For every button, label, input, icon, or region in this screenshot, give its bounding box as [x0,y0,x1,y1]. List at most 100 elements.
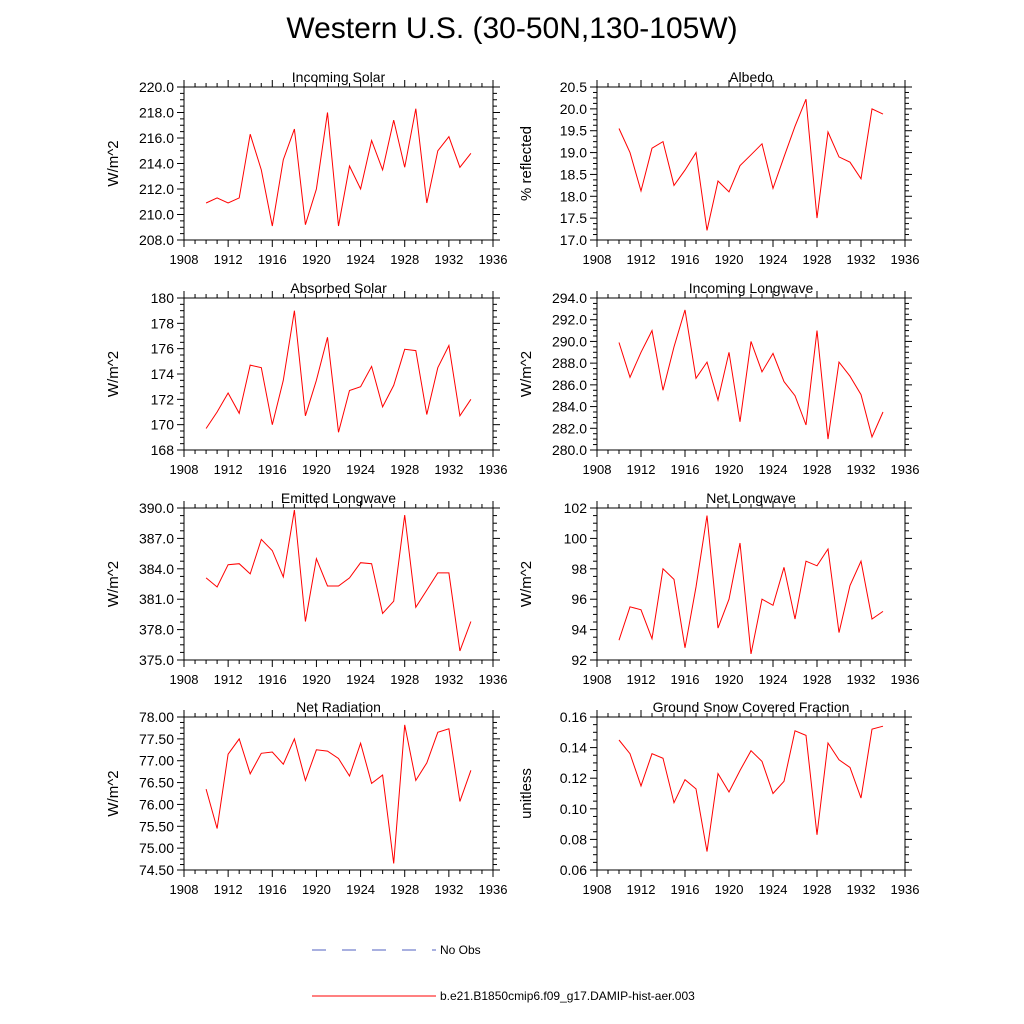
y-tick-label: 18.0 [560,188,587,204]
y-tick-label: 74.50 [139,862,174,878]
y-tick-label: 102 [564,500,588,516]
x-tick-label: 1916 [258,462,287,477]
panel-6: Net Longwave W/m^2 1908 1912 1916 1920 1924 192… [518,490,919,687]
y-tick-label: 178 [151,315,175,331]
y-axis-label: W/m^2 [105,561,122,607]
x-tick-label: 1920 [302,462,331,477]
panel-title: Emitted Longwave [281,490,396,506]
x-tick-label: 1928 [803,252,832,267]
plot-frame [596,86,906,241]
x-tick-label: 1924 [346,252,375,267]
x-tick-label: 1912 [627,462,656,477]
panel-title: Albedo [729,69,773,85]
y-tick-label: 216.0 [139,130,174,146]
plot-frame [183,716,494,871]
y-tick-label: 378.0 [139,622,174,638]
y-tick-label: 19.0 [560,145,587,161]
x-tick-label: 1908 [170,882,199,897]
series-line [205,724,472,864]
y-tick-label: 290.0 [552,333,587,349]
x-tick-label: 1912 [214,462,243,477]
x-tick-label: 1908 [583,252,612,267]
panel-title: Incoming Longwave [689,280,814,296]
y-tick-label: 76.00 [139,796,174,812]
y-tick-label: 284.0 [552,399,587,415]
x-tick-label: 1908 [170,252,199,267]
y-tick-label: 78.00 [139,709,174,725]
x-tick-label: 1932 [847,672,876,687]
x-tick-label: 1908 [583,462,612,477]
y-tick-label: 94 [571,622,587,638]
y-tick-label: 0.16 [560,709,587,725]
x-tick-label: 1908 [170,462,199,477]
panel-3: Absorbed Solar W/m^2 1908 1912 1916 1920 1924 1… [105,280,507,477]
x-tick-label: 1928 [390,672,419,687]
x-tick-label: 1916 [671,252,700,267]
x-tick-label: 1920 [715,462,744,477]
x-tick-label: 1936 [479,462,508,477]
x-tick-label: 1924 [759,672,788,687]
y-tick-label: 77.00 [139,753,174,769]
y-tick-label: 210.0 [139,207,174,223]
x-tick-label: 1916 [671,882,700,897]
y-axis-label: W/m^2 [105,770,122,816]
plot-frame [596,716,906,871]
x-tick-label: 1924 [346,672,375,687]
x-tick-label: 1912 [627,882,656,897]
y-axis-label: W/m^2 [105,351,122,397]
y-tick-label: 292.0 [552,312,587,328]
y-tick-label: 390.0 [139,500,174,516]
x-tick-label: 1928 [390,882,419,897]
y-tick-label: 381.0 [139,591,174,607]
x-tick-label: 1920 [715,882,744,897]
y-tick-label: 0.08 [560,831,587,847]
y-axis-label: W/m^2 [518,351,535,397]
y-axis-label: unitless [518,768,535,819]
y-tick-label: 98 [571,561,587,577]
y-tick-label: 218.0 [139,105,174,121]
y-tick-label: 20.0 [560,101,587,117]
series-line [618,515,884,654]
legend-obs-label: No Obs [440,943,481,957]
y-tick-label: 76.50 [139,775,174,791]
y-tick-label: 0.12 [560,770,587,786]
x-tick-label: 1908 [583,672,612,687]
series-line [205,108,472,227]
y-axis-label: % reflected [518,126,535,201]
y-tick-label: 170 [151,417,175,433]
y-tick-label: 384.0 [139,561,174,577]
x-tick-label: 1920 [302,672,331,687]
x-tick-label: 1932 [434,462,463,477]
panel-4: Incoming Longwave W/m^2 1908 1912 1916 1920 19… [518,280,919,477]
y-tick-label: 168 [151,442,175,458]
series-line [618,309,884,440]
x-tick-label: 1916 [258,252,287,267]
x-tick-label: 1936 [891,462,920,477]
x-tick-label: 1936 [479,252,508,267]
x-tick-label: 1920 [715,672,744,687]
panels: Incoming Solar W/m^2 1908 1912 1916 1920 1924 1… [105,69,919,897]
y-tick-label: 75.50 [139,818,174,834]
x-tick-label: 1912 [214,252,243,267]
series-line [618,725,884,852]
y-tick-label: 288.0 [552,355,587,371]
x-tick-label: 1920 [302,252,331,267]
y-tick-label: 0.10 [560,801,587,817]
plot-frame [596,297,906,451]
x-tick-label: 1916 [258,672,287,687]
y-tick-label: 92 [571,652,587,668]
x-tick-label: 1924 [346,462,375,477]
y-tick-label: 17.0 [560,232,587,248]
panel-5: Emitted Longwave W/m^2 1908 1912 1916 1920 192… [105,490,507,687]
x-tick-label: 1932 [847,882,876,897]
x-tick-label: 1924 [759,462,788,477]
panel-title: Incoming Solar [292,69,386,85]
x-tick-label: 1912 [214,882,243,897]
plot-frame [596,507,906,661]
x-tick-label: 1928 [390,462,419,477]
x-tick-label: 1932 [847,462,876,477]
x-tick-label: 1936 [891,252,920,267]
plot-frame [183,86,494,241]
y-tick-label: 375.0 [139,652,174,668]
x-tick-label: 1924 [346,882,375,897]
